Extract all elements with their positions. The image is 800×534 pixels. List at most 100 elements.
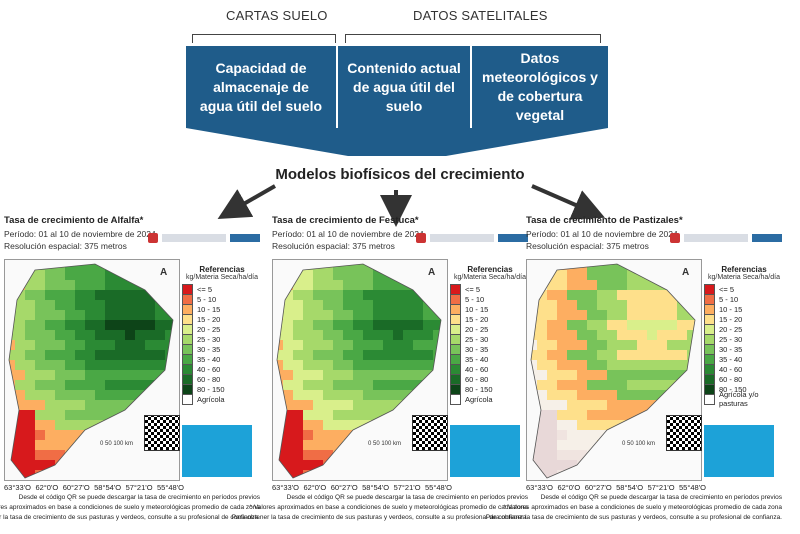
legend-title: Referencias bbox=[199, 265, 245, 274]
models-title: Modelos biofísicos del crecimiento bbox=[275, 166, 525, 183]
legend-label: 20 - 25 bbox=[719, 324, 743, 334]
legend-label: 5 - 10 bbox=[719, 294, 739, 304]
scale-bar: 0 50 100 km bbox=[368, 441, 402, 447]
longitude-label: 57°21'O bbox=[125, 483, 153, 492]
legend-label: 80 - 150 bbox=[465, 384, 493, 394]
legend-item: 10 - 15 bbox=[450, 303, 530, 315]
legend-label: 10 - 15 bbox=[719, 304, 743, 314]
legend-label: 80 - 150 bbox=[197, 384, 225, 394]
legend-item: 35 - 40 bbox=[182, 353, 262, 365]
note-consult: Para obtener la tasa de crecimiento de s… bbox=[231, 514, 528, 521]
panel-alfalfa: Tasa de crecimiento de Alfalfa* Período: … bbox=[0, 215, 264, 521]
legend-item: 40 - 60 bbox=[182, 363, 262, 375]
legend-swatch bbox=[182, 393, 193, 405]
legend-swatch bbox=[704, 393, 715, 405]
note-qr: Desde el código QR se puede descargar la… bbox=[540, 494, 782, 501]
panel-resolution: Resolución espacial: 375 metros bbox=[272, 241, 395, 251]
panel-period: Período: 01 al 10 de noviembre de 2024 bbox=[526, 229, 678, 239]
longitude-labels: 63°33'O 62°0'O 60°27'O 58°54'O 57°21'O 55°48'… bbox=[4, 483, 184, 492]
longitude-label: 63°33'O bbox=[272, 483, 299, 492]
clima-agua-logo-icon bbox=[498, 234, 528, 242]
institution-logos bbox=[148, 231, 260, 245]
box-capacidad: Capacidad de almacenaje de agua útil del… bbox=[186, 46, 336, 128]
info-table bbox=[450, 425, 520, 477]
longitude-label: 60°27'O bbox=[330, 483, 358, 492]
legend-item: 30 - 35 bbox=[704, 343, 784, 355]
inta-logo-icon bbox=[416, 233, 426, 243]
box-datos-meteo-text: Datos meteorológicos y de cobertura vege… bbox=[482, 50, 598, 123]
longitude-label: 58°54'O bbox=[362, 483, 390, 492]
longitude-label: 55°48'O bbox=[679, 483, 706, 492]
legend-label: <= 5 bbox=[719, 284, 735, 294]
legend-item: 15 - 20 bbox=[450, 313, 530, 325]
legend-label: 40 - 60 bbox=[719, 364, 743, 374]
institution-logos bbox=[670, 231, 782, 245]
legend-item: 30 - 35 bbox=[182, 343, 262, 355]
legend-label: 40 - 60 bbox=[197, 364, 221, 374]
note-qr: Desde el código QR se puede descargar la… bbox=[18, 494, 260, 501]
box-capacidad-text: Capacidad de almacenaje de agua útil del… bbox=[199, 59, 323, 114]
arrow-right bbox=[531, 184, 606, 220]
longitude-label: 60°27'O bbox=[584, 483, 612, 492]
legend-subtitle: kg/Materia Seca/ha/día bbox=[186, 274, 258, 281]
legend-item: 15 - 20 bbox=[704, 313, 784, 325]
legend-item: 10 - 15 bbox=[182, 303, 262, 315]
north-arrow-icon: A bbox=[682, 267, 690, 278]
panel-pastizales: Tasa de crecimiento de Pastizales* Períod… bbox=[486, 215, 786, 521]
legend-item: 30 - 35 bbox=[450, 343, 530, 355]
note-qr: Desde el código QR se puede descargar la… bbox=[286, 494, 528, 501]
qr-code-icon[interactable] bbox=[666, 415, 702, 451]
clima-agua-logo-icon bbox=[230, 234, 260, 242]
legend-item: 25 - 30 bbox=[450, 333, 530, 345]
legend-label: 5 - 10 bbox=[465, 294, 485, 304]
legend-label: 10 - 15 bbox=[197, 304, 221, 314]
longitude-label: 62°0'O bbox=[557, 483, 581, 492]
legend-item: 35 - 40 bbox=[450, 353, 530, 365]
legend-label: <= 5 bbox=[465, 284, 481, 294]
legend-subtitle: kg/Materia Seca/ha/día bbox=[708, 274, 780, 281]
note-values: * Valores aproximados en base a condicio… bbox=[0, 504, 260, 511]
qr-code-icon[interactable] bbox=[412, 415, 448, 451]
legend-item: 20 - 25 bbox=[704, 323, 784, 335]
legend-label: 10 - 15 bbox=[465, 304, 489, 314]
longitude-label: 58°54'O bbox=[616, 483, 644, 492]
cartas-suelo-label: CARTAS SUELO bbox=[226, 8, 328, 23]
legend-item: 25 - 30 bbox=[182, 333, 262, 345]
box-contenido: Contenido actual de agua útil del suelo bbox=[338, 46, 470, 128]
legend-label: 35 - 40 bbox=[197, 354, 221, 364]
legend-item: 5 - 10 bbox=[704, 293, 784, 305]
legend-label: 30 - 35 bbox=[197, 344, 221, 354]
longitude-label: 55°48'O bbox=[425, 483, 452, 492]
legend-item: <= 5 bbox=[450, 283, 530, 295]
longitude-label: 60°27'O bbox=[62, 483, 90, 492]
north-arrow-icon: A bbox=[428, 267, 436, 278]
legend-label: 35 - 40 bbox=[719, 354, 743, 364]
legend-label: 60 - 80 bbox=[719, 374, 743, 384]
legend-item: 80 - 150 bbox=[182, 383, 262, 395]
legend-item-agricola: Agrícola y/o pasturas bbox=[704, 390, 784, 408]
legend-label: 60 - 80 bbox=[197, 374, 221, 384]
panel-title: Tasa de crecimiento de Pastizales* bbox=[526, 215, 683, 226]
legend-label: 35 - 40 bbox=[465, 354, 489, 364]
longitude-label: 57°21'O bbox=[393, 483, 421, 492]
legend-item: <= 5 bbox=[704, 283, 784, 295]
datos-satelitales-label: DATOS SATELITALES bbox=[413, 8, 548, 23]
legend-label: 30 - 35 bbox=[719, 344, 743, 354]
legend-item: 60 - 80 bbox=[182, 373, 262, 385]
qr-code-icon[interactable] bbox=[144, 415, 180, 451]
legend-item-agricola: Agrícola bbox=[182, 393, 262, 405]
legend-item: 15 - 20 bbox=[182, 313, 262, 325]
legend-label: Agrícola bbox=[465, 394, 493, 404]
ministry-logo-icon bbox=[162, 234, 226, 242]
scale-bar: 0 50 100 km bbox=[100, 441, 134, 447]
legend-item-agricola: Agrícola bbox=[450, 393, 530, 405]
legend-label: 25 - 30 bbox=[197, 334, 221, 344]
longitude-label: 63°33'O bbox=[526, 483, 553, 492]
legend-item: 35 - 40 bbox=[704, 353, 784, 365]
arrow-left bbox=[217, 184, 276, 219]
legend-item: 60 - 80 bbox=[704, 373, 784, 385]
